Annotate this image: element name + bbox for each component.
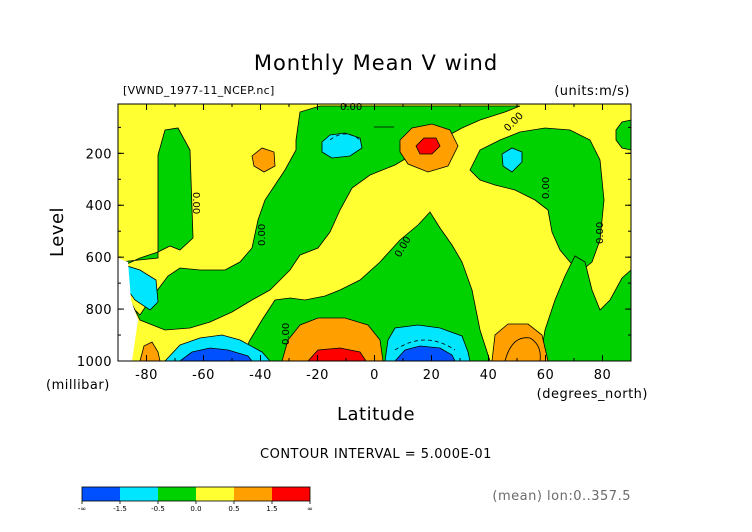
strong-negative-subtropic-ne: [501, 147, 523, 173]
x-axis-label: Latitude: [337, 404, 415, 425]
x-tick-label: 40: [480, 368, 498, 383]
max-negative-equatorial-surface: [394, 345, 456, 361]
x-tick-label: -20: [306, 368, 329, 383]
y-tick-label: 1000: [77, 355, 112, 370]
y-axis-label: Level: [47, 207, 68, 257]
strong-negative-upper-trop: [321, 132, 363, 159]
plot-area: [118, 104, 631, 361]
x-axis-unit: (degrees_north): [537, 387, 648, 402]
strong-positive-nh-surface: [491, 323, 549, 361]
colorbar-swatch: [120, 487, 158, 501]
x-tick-label: -40: [249, 368, 272, 383]
colorbar-swatch: [272, 487, 310, 501]
negative-region-central: [118, 105, 521, 331]
chart-title: Monthly Mean V wind: [254, 51, 498, 75]
contour-interval-note: CONTOUR INTERVAL = 5.000E-01: [260, 447, 492, 462]
contour-label: 0.00: [257, 224, 268, 246]
colorbar-label: 1.5: [266, 505, 277, 513]
colorbar-label: -∞: [78, 505, 86, 513]
colorbar-swatch: [234, 487, 272, 501]
negative-region-arctic: [615, 119, 631, 151]
zero-contour-dashed-2: [394, 339, 456, 351]
y-tick-label: 400: [86, 199, 112, 214]
x-tick-label: 20: [423, 368, 441, 383]
units-label: (units:m/s): [554, 84, 630, 99]
contour-label: 0.00: [541, 177, 552, 199]
colorbar-label: -0.5: [151, 505, 165, 513]
colorbar-label: 0.5: [228, 505, 239, 513]
y-tick-label: 200: [86, 147, 112, 162]
strong-positive-sh-surface-edge: [139, 341, 161, 361]
contour-label: 0.00: [190, 192, 201, 214]
x-tick-label: 60: [537, 368, 555, 383]
x-tick-label: -80: [135, 368, 158, 383]
zero-contour-dashed-1: [329, 133, 361, 141]
colorbar-swatch: [82, 487, 120, 501]
colorbar: -∞ -1.5 -0.5 0.0 0.5 1.5 ∞: [78, 486, 313, 513]
strong-positive-equator-surface: [281, 317, 384, 361]
y-axis: 200 400 600 800 1000: [77, 126, 631, 370]
max-positive-upper-trop: [415, 137, 441, 155]
contour-label: 0.00: [340, 102, 362, 113]
x-tick-label: 80: [594, 368, 612, 383]
strong-positive-sh-upper: [251, 147, 276, 173]
colorbar-label: 0.0: [190, 505, 201, 513]
negative-region-main: [118, 127, 194, 269]
max-positive-equator-surface: [307, 347, 367, 361]
colorbar-label: ∞: [307, 505, 313, 513]
y-tick-label: 600: [86, 251, 112, 266]
x-tick-label: 0: [370, 368, 379, 383]
contour-nh-surface-inner: [504, 337, 541, 361]
colorbar-label: -1.5: [113, 505, 127, 513]
max-negative-sh-surface: [179, 347, 253, 361]
contour-label: 0.00: [595, 222, 606, 244]
x-axis: -80 -60 -40 -20 0 20 40 60 80: [117, 104, 632, 383]
y-tick-label: 800: [86, 303, 112, 318]
y-axis-unit: (millibar): [46, 378, 110, 393]
missing-data-patch: [118, 258, 138, 361]
x-tick-label: -60: [192, 368, 215, 383]
contour-label: 0.00: [281, 323, 292, 345]
negative-region-northsurface: [539, 255, 631, 361]
colorbar-swatch: [196, 487, 234, 501]
colorbar-swatch: [158, 487, 196, 501]
file-label: [VWND_1977-11_NCEP.nc]: [123, 84, 275, 97]
averaging-note: (mean) lon:0..357.5: [492, 489, 631, 504]
